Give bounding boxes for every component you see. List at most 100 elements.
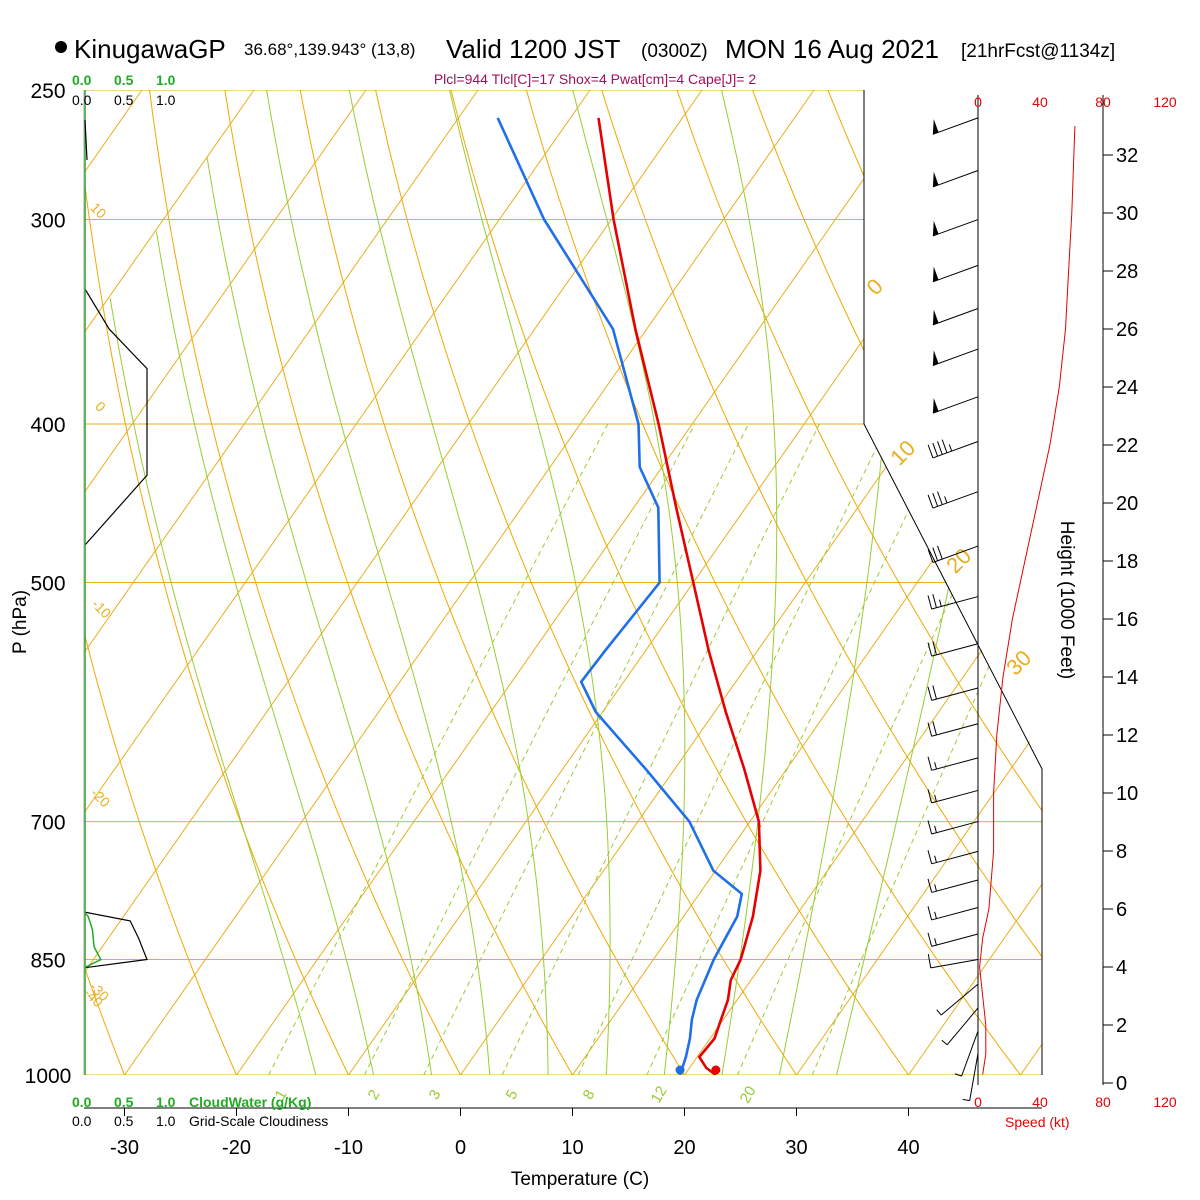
cloudiness-tick-top-1: 0.5 bbox=[114, 92, 134, 108]
wind-barb-shaft bbox=[931, 757, 979, 771]
forecast-info: [21hrFcst@1134z] bbox=[961, 41, 1115, 62]
isotherm-line bbox=[84, 90, 591, 814]
isotherm-label-0: 10 bbox=[87, 199, 109, 221]
cloudiness-upper bbox=[84, 286, 148, 547]
height-tick-label-16: 16 bbox=[1116, 609, 1138, 631]
mixing-ratio-line bbox=[268, 423, 609, 1075]
wind-barb-shaft bbox=[931, 687, 979, 701]
wind-barb-shaft bbox=[940, 983, 979, 1016]
wind-barb-half-feather bbox=[962, 1098, 970, 1102]
moist-adiabat bbox=[109, 297, 317, 1075]
cloudiness-axis-label: Grid-Scale Cloudiness bbox=[189, 1113, 328, 1129]
wind-barb-half-feather bbox=[934, 762, 937, 770]
isotherm-line bbox=[0, 90, 30, 1075]
mixing-ratio-label-5: 12 bbox=[648, 1083, 671, 1106]
isotherm-label-1: 0 bbox=[92, 398, 109, 415]
wind-barb-shaft bbox=[930, 959, 979, 969]
wind-barb-shaft bbox=[931, 879, 979, 893]
cloudwater-tick-bottom-1: 0.5 bbox=[114, 1094, 134, 1110]
wind-barb-shaft bbox=[932, 396, 979, 414]
dewpoint-line bbox=[496, 117, 744, 1075]
wind-barb-feather bbox=[927, 820, 933, 835]
dry-adiabat bbox=[148, 90, 462, 1075]
height-tick-label-24: 24 bbox=[1116, 377, 1138, 399]
station-name: KinugawaGP bbox=[74, 34, 226, 64]
wind-barb bbox=[941, 1007, 979, 1046]
cloudiness-tick-bottom-0: 0.0 bbox=[72, 1113, 92, 1129]
moist-adiabat bbox=[449, 90, 611, 1075]
wind-barb bbox=[932, 264, 979, 283]
wind-barb bbox=[927, 756, 979, 771]
moist-adiabat bbox=[155, 231, 375, 1075]
dry-adiabat bbox=[84, 964, 126, 1075]
wind-barb-shaft bbox=[932, 117, 979, 135]
wind-barb bbox=[927, 594, 979, 610]
dry-adiabat bbox=[84, 630, 238, 1075]
cloudiness-lower bbox=[84, 911, 148, 969]
wind-barb bbox=[927, 850, 979, 865]
wind-barb-feather bbox=[932, 641, 937, 655]
wind-barb-half-feather bbox=[948, 444, 953, 452]
wind-barb bbox=[927, 439, 979, 459]
wind-barb-shaft bbox=[932, 491, 979, 509]
speed-tick-top-0: 0 bbox=[974, 94, 982, 110]
mixing-ratio-line bbox=[736, 423, 1032, 1075]
cloudiness-tick-top-0: 0.0 bbox=[72, 92, 92, 108]
wind-barb-feather bbox=[941, 439, 948, 453]
moist-adiabat bbox=[348, 90, 549, 1075]
wind-barb-feather bbox=[927, 932, 933, 947]
wind-barb bbox=[936, 983, 979, 1016]
mixing-ratio-label-3: 5 bbox=[503, 1087, 522, 1103]
wind-barb-flag bbox=[932, 266, 939, 282]
cloudiness-tick-bottom-1: 0.5 bbox=[114, 1113, 134, 1129]
wind-barb-feather bbox=[927, 756, 933, 771]
wind-barb-feather bbox=[932, 685, 937, 700]
dry-adiabat bbox=[375, 90, 798, 1075]
sounding-indices: Plcl=944 Tlcl[C]=17 Shox=4 Pwat[cm]=4 Ca… bbox=[434, 71, 757, 87]
wind-barb-feather bbox=[927, 878, 933, 893]
height-tick-label-8: 8 bbox=[1116, 841, 1127, 863]
cloudwater-tick-top-0: 0.0 bbox=[72, 72, 92, 88]
wind-barb-flag bbox=[932, 350, 939, 366]
height-tick-label-14: 14 bbox=[1116, 667, 1138, 689]
pressure-tick-700: 700 bbox=[30, 812, 65, 835]
dry-adiabat bbox=[450, 90, 910, 1075]
wind-barb-shaft bbox=[932, 170, 979, 188]
x-tick-label-40: 40 bbox=[897, 1137, 919, 1159]
cloudwater-tick-bottom-0: 0.0 bbox=[72, 1094, 92, 1110]
wind-barb-feather bbox=[932, 721, 937, 736]
mixing-ratio-label-2: 3 bbox=[426, 1087, 445, 1103]
pressure-tick-1000: 1000 bbox=[25, 1065, 72, 1088]
wind-barb-flag bbox=[932, 171, 939, 187]
dry-adiabat bbox=[0, 61, 25, 1110]
mixing-ratio-line bbox=[577, 423, 889, 1075]
cloud-water-profile bbox=[84, 911, 102, 969]
isotherm-label-2: -10 bbox=[89, 596, 115, 622]
moist-adiabat bbox=[266, 90, 491, 1075]
wind-barb bbox=[927, 685, 979, 701]
wind-barb bbox=[927, 878, 979, 893]
mixing-ratio-label-6: 20 bbox=[737, 1083, 760, 1106]
speed-tick-top-2: 80 bbox=[1095, 94, 1111, 110]
wind-barb bbox=[932, 308, 979, 326]
wind-barb-feather bbox=[937, 545, 943, 560]
wind-barb-shaft bbox=[932, 308, 979, 326]
temperature-line bbox=[597, 117, 762, 1075]
dry-adiabat bbox=[601, 90, 1042, 958]
dewpoint-surface-point bbox=[675, 1065, 685, 1075]
wind-barb-shaft bbox=[931, 850, 979, 865]
moist-adiabat bbox=[206, 157, 433, 1075]
speed-tick-top-1: 40 bbox=[1032, 94, 1048, 110]
dry-adiabat bbox=[84, 174, 350, 1075]
isotherm-line bbox=[84, 90, 255, 334]
wind-barb-half-feather bbox=[934, 911, 937, 919]
panel-mask-shape bbox=[864, 89, 1044, 769]
wind-barb-shaft bbox=[931, 643, 979, 657]
height-tick-label-4: 4 bbox=[1116, 957, 1127, 979]
speed-axis-label: Speed (kt) bbox=[1005, 1114, 1070, 1130]
mixing-ratio-label-1: 2 bbox=[365, 1087, 384, 1103]
dry-adiabat bbox=[525, 90, 1022, 1075]
wind-barb-shaft bbox=[931, 907, 979, 921]
wind-barb-feather bbox=[932, 493, 939, 507]
